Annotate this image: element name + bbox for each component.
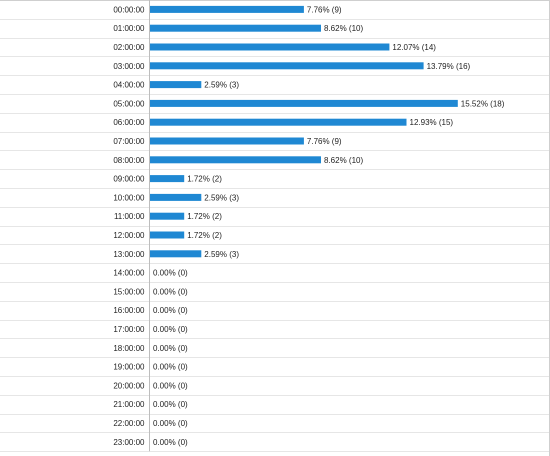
value-label: 0.00% (0) — [153, 419, 188, 428]
value-label: 12.93% (15) — [410, 118, 454, 127]
value-labels: 7.76% (9) 8.62% (10) 12.07% (14) 13.79% (16… — [153, 5, 505, 446]
category-label: 00:00:00 — [113, 5, 145, 14]
category-label: 05:00:00 — [113, 99, 145, 108]
value-label: 12.07% (14) — [392, 43, 436, 52]
value-label: 0.00% (0) — [153, 363, 188, 372]
category-label: 01:00:00 — [113, 24, 145, 33]
bars — [150, 5, 458, 258]
bar — [150, 118, 407, 126]
value-label: 0.00% (0) — [153, 306, 188, 315]
category-label: 19:00:00 — [113, 363, 145, 372]
category-label: 02:00:00 — [113, 43, 145, 52]
value-label: 7.76% (9) — [307, 137, 342, 146]
category-label: 12:00:00 — [113, 231, 145, 240]
category-label: 20:00:00 — [113, 381, 145, 390]
value-label: 8.62% (10) — [324, 156, 363, 165]
value-label: 1.72% (2) — [187, 212, 222, 221]
value-label: 1.72% (2) — [187, 231, 222, 240]
category-label: 07:00:00 — [113, 137, 145, 146]
bar — [150, 250, 202, 258]
value-label: 8.62% (10) — [324, 24, 363, 33]
category-label: 21:00:00 — [113, 400, 145, 409]
category-label: 23:00:00 — [113, 438, 145, 447]
value-label: 7.76% (9) — [307, 5, 342, 14]
category-label: 17:00:00 — [113, 325, 145, 334]
bar — [150, 137, 304, 145]
row-separators — [0, 19, 550, 452]
category-label: 08:00:00 — [113, 156, 145, 165]
value-label: 0.00% (0) — [153, 287, 188, 296]
value-label: 2.59% (3) — [204, 81, 239, 90]
value-label: 0.00% (0) — [153, 438, 188, 447]
value-label: 0.00% (0) — [153, 400, 188, 409]
category-labels: 00:00:00 01:00:00 02:00:00 03:00:00 04:00:00… — [113, 5, 145, 446]
category-label: 13:00:00 — [113, 250, 145, 259]
bar — [150, 156, 321, 164]
bar — [150, 99, 458, 107]
category-label: 04:00:00 — [113, 81, 145, 90]
value-label: 1.72% (2) — [187, 175, 222, 184]
value-label: 13.79% (16) — [427, 62, 471, 71]
bar — [150, 175, 185, 183]
value-label: 0.00% (0) — [153, 381, 188, 390]
bar — [150, 212, 185, 220]
value-label: 15.52% (18) — [461, 99, 505, 108]
category-label: 03:00:00 — [113, 62, 145, 71]
category-label: 10:00:00 — [113, 193, 145, 202]
value-label: 2.59% (3) — [204, 193, 239, 202]
bar — [150, 231, 185, 239]
value-label: 2.59% (3) — [204, 250, 239, 259]
bar — [150, 43, 390, 51]
bar — [150, 24, 321, 32]
category-label: 09:00:00 — [113, 175, 145, 184]
value-label: 0.00% (0) — [153, 325, 188, 334]
category-label: 22:00:00 — [113, 419, 145, 428]
bar — [150, 5, 304, 13]
category-label: 18:00:00 — [113, 344, 145, 353]
value-label: 0.00% (0) — [153, 269, 188, 278]
category-label: 11:00:00 — [114, 212, 145, 221]
bar — [150, 62, 424, 70]
category-label: 14:00:00 — [113, 269, 145, 278]
value-label: 0.00% (0) — [153, 344, 188, 353]
bar — [150, 81, 202, 89]
category-label: 06:00:00 — [113, 118, 145, 127]
bar — [150, 193, 202, 201]
category-label: 15:00:00 — [113, 287, 145, 296]
category-label: 16:00:00 — [113, 306, 145, 315]
